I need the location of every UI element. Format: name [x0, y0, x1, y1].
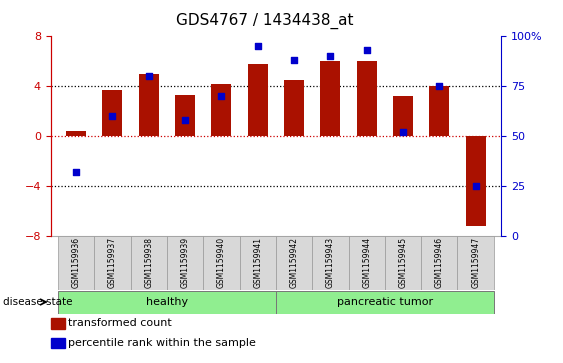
Bar: [239, 236, 276, 290]
Bar: [175, 95, 195, 136]
Text: GSM1159937: GSM1159937: [108, 237, 117, 287]
Bar: [94, 236, 131, 290]
Point: [72, 169, 81, 175]
Text: GSM1159936: GSM1159936: [72, 237, 81, 287]
Text: transformed count: transformed count: [68, 318, 171, 329]
Text: GSM1159947: GSM1159947: [471, 237, 480, 287]
Bar: [58, 291, 276, 314]
Point: [362, 47, 371, 53]
Text: GSM1159938: GSM1159938: [144, 237, 153, 287]
Text: GSM1159945: GSM1159945: [399, 237, 408, 287]
Text: GSM1159939: GSM1159939: [181, 237, 190, 287]
Bar: [385, 236, 421, 290]
Point: [289, 57, 298, 63]
Bar: [458, 236, 494, 290]
Bar: [102, 90, 122, 136]
Text: GSM1159943: GSM1159943: [326, 237, 335, 287]
Bar: [276, 236, 312, 290]
Point: [108, 113, 117, 119]
Bar: [421, 236, 458, 290]
Point: [399, 129, 408, 135]
Bar: [211, 84, 231, 136]
Point: [217, 93, 226, 99]
Bar: [312, 236, 348, 290]
Point: [326, 53, 335, 59]
Bar: [348, 236, 385, 290]
Text: pancreatic tumor: pancreatic tumor: [337, 297, 433, 307]
Bar: [320, 61, 341, 136]
Text: GDS4767 / 1434438_at: GDS4767 / 1434438_at: [176, 13, 354, 29]
Bar: [284, 80, 304, 136]
Text: GSM1159942: GSM1159942: [289, 237, 298, 287]
Text: disease state: disease state: [3, 297, 72, 307]
Bar: [58, 236, 94, 290]
Point: [471, 183, 480, 189]
Text: GSM1159941: GSM1159941: [253, 237, 262, 287]
Bar: [393, 96, 413, 136]
Text: GSM1159946: GSM1159946: [435, 237, 444, 287]
Point: [253, 44, 262, 49]
Point: [181, 117, 190, 123]
Bar: [167, 236, 203, 290]
Bar: [466, 136, 486, 226]
Bar: [430, 86, 449, 136]
Text: healthy: healthy: [146, 297, 188, 307]
Bar: [357, 61, 377, 136]
Text: GSM1159944: GSM1159944: [362, 237, 371, 287]
Bar: [138, 74, 159, 136]
Bar: [203, 236, 239, 290]
Point: [435, 83, 444, 89]
Bar: [66, 131, 86, 136]
Bar: [248, 64, 267, 136]
Point: [144, 73, 153, 79]
Bar: [276, 291, 494, 314]
Text: GSM1159940: GSM1159940: [217, 237, 226, 287]
Bar: [131, 236, 167, 290]
Text: percentile rank within the sample: percentile rank within the sample: [68, 338, 256, 348]
